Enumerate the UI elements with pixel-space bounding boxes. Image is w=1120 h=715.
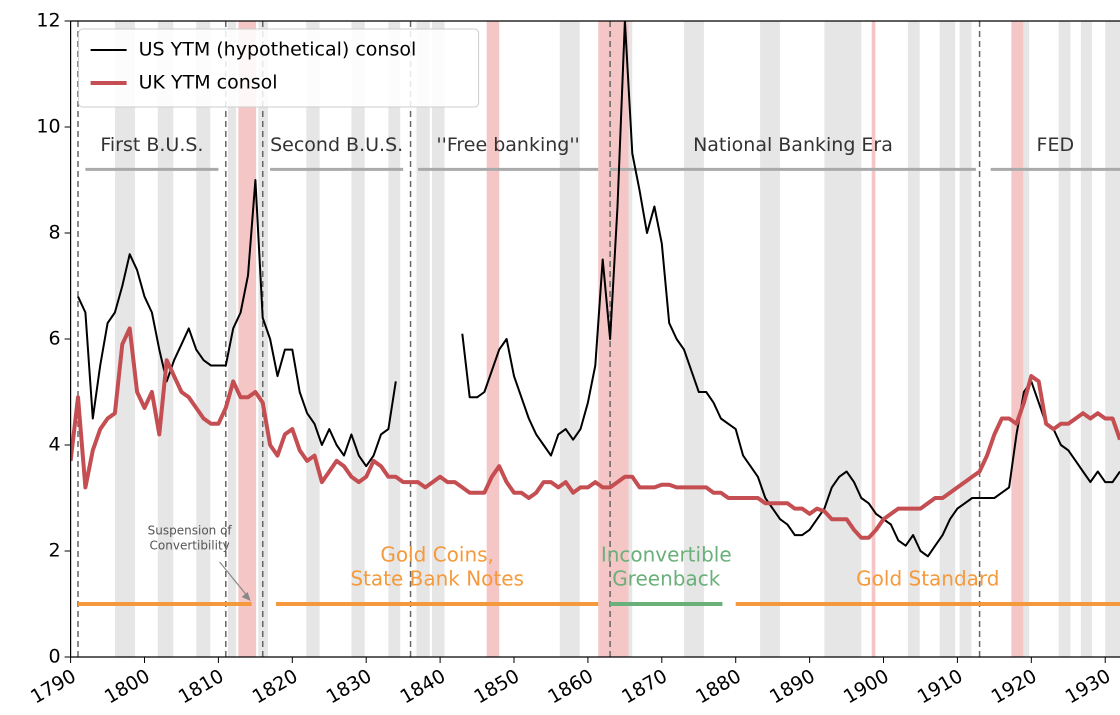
recession-band bbox=[1105, 21, 1120, 657]
recession-band bbox=[824, 21, 862, 657]
era-label: Second B.U.S. bbox=[270, 134, 403, 156]
war-band bbox=[486, 21, 500, 657]
x-tick-label: 1900 bbox=[840, 665, 893, 708]
recession-band bbox=[258, 21, 268, 657]
era-label: First B.U.S. bbox=[100, 134, 203, 156]
recession-band bbox=[683, 21, 704, 657]
recession-band bbox=[628, 21, 633, 657]
regime-label: Inconvertible bbox=[601, 543, 732, 567]
x-tick-label: 1850 bbox=[470, 665, 523, 708]
series-line bbox=[70, 326, 1120, 540]
series-line bbox=[77, 21, 1120, 558]
era-label: ''Free banking'' bbox=[436, 134, 579, 156]
recession-band bbox=[559, 21, 580, 657]
war-band bbox=[1011, 21, 1024, 657]
x-tick-label: 1890 bbox=[766, 665, 819, 708]
legend-box bbox=[78, 28, 480, 108]
recession-band bbox=[760, 21, 781, 657]
era-label: FED bbox=[1037, 134, 1075, 156]
recession-band bbox=[196, 21, 211, 657]
x-tick-label: 1870 bbox=[618, 665, 671, 708]
regime-label: Greenback bbox=[612, 567, 721, 591]
war-band bbox=[871, 21, 876, 657]
recession-band bbox=[388, 21, 401, 657]
annotation: Convertibility bbox=[150, 539, 230, 553]
x-tick-label: 1790 bbox=[27, 665, 80, 708]
x-tick-label: 1910 bbox=[914, 665, 967, 708]
regime-label: State Bank Notes bbox=[350, 567, 524, 591]
y-tick-label: 4 bbox=[49, 434, 61, 456]
legend-label: UK YTM consol bbox=[139, 72, 278, 94]
recession-band bbox=[939, 21, 956, 657]
x-tick-label: 1800 bbox=[101, 665, 154, 708]
y-tick-label: 8 bbox=[49, 222, 61, 244]
x-tick-label: 1830 bbox=[323, 665, 376, 708]
war-band bbox=[238, 21, 257, 657]
annotation-arrow bbox=[219, 561, 251, 600]
y-tick-label: 10 bbox=[36, 116, 60, 138]
regime-label: Gold Standard bbox=[856, 567, 999, 591]
era-label: National Banking Era bbox=[693, 134, 893, 156]
recession-band bbox=[306, 21, 320, 657]
recession-band bbox=[1058, 21, 1071, 657]
x-tick-label: 1820 bbox=[249, 665, 302, 708]
recession-band bbox=[1080, 21, 1092, 657]
recession-band bbox=[959, 21, 972, 657]
x-tick-label: 1840 bbox=[396, 665, 449, 708]
recession-band bbox=[431, 21, 445, 657]
arrow-head bbox=[241, 592, 251, 601]
recession-band bbox=[907, 21, 920, 657]
x-tick-label: 1860 bbox=[544, 665, 597, 708]
x-tick-label: 1920 bbox=[988, 665, 1041, 708]
annotation: Suspension of bbox=[148, 524, 233, 538]
recession-band bbox=[351, 21, 365, 657]
y-tick-label: 0 bbox=[49, 646, 61, 668]
recession-band bbox=[416, 21, 430, 657]
legend-label: US YTM (hypothetical) consol bbox=[139, 39, 417, 61]
recession-band bbox=[157, 21, 174, 657]
legend: US YTM (hypothetical) consol UK YTM conso… bbox=[78, 28, 480, 108]
y-tick-label: 6 bbox=[49, 328, 61, 350]
x-tick-label: 1880 bbox=[692, 665, 745, 708]
regime-label: Gold Coins, bbox=[380, 543, 494, 567]
x-tick-label: 1810 bbox=[175, 665, 228, 708]
x-tick-label: 1930 bbox=[1062, 665, 1115, 708]
y-tick-label: 2 bbox=[49, 540, 61, 562]
y-tick-label: 12 bbox=[36, 10, 60, 32]
war-band bbox=[598, 21, 629, 657]
plot: First B.U.S. Second B.U.S. ''Free banking'… bbox=[70, 21, 1120, 657]
